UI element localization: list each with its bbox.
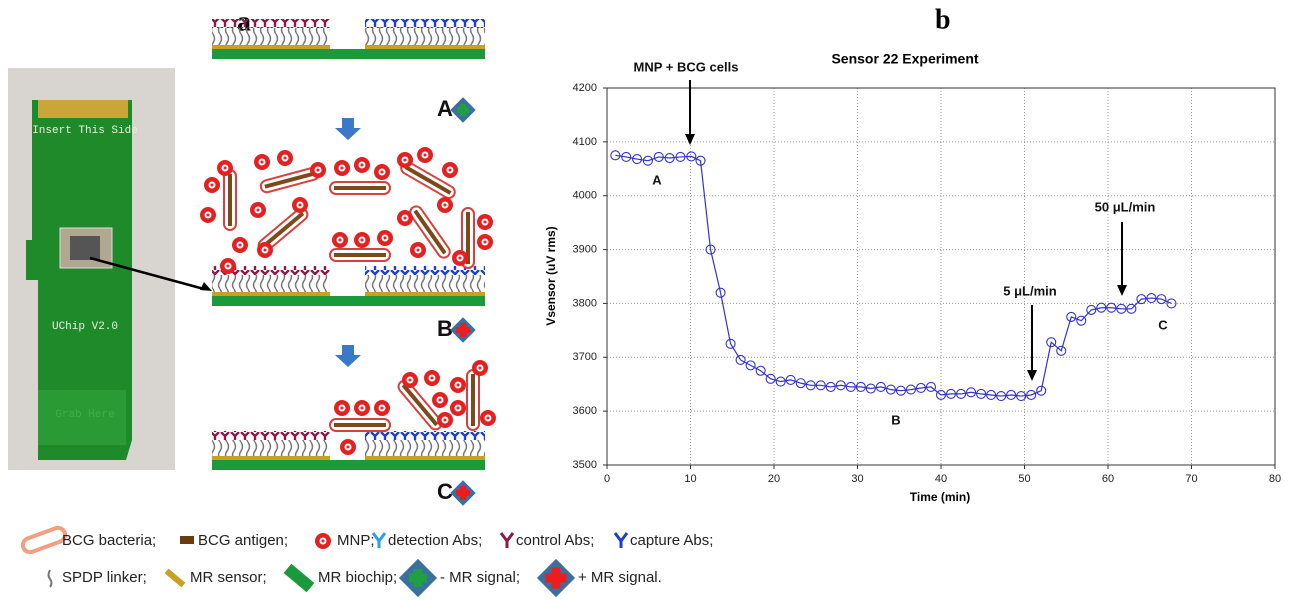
plot-frame	[607, 88, 1275, 465]
x-tick-label: 0	[604, 473, 610, 485]
legend-text: control Abs;	[516, 532, 594, 549]
x-tick-label: 10	[684, 473, 696, 485]
x-tick-label: 70	[1185, 473, 1197, 485]
y-tick-label: 4100	[573, 136, 597, 148]
legend-text: + MR signal.	[578, 569, 662, 586]
photo-text: UChip V2.0	[52, 321, 118, 333]
annotation: 50 μL/min	[1095, 199, 1156, 214]
y-tick-label: 4000	[573, 190, 597, 202]
legend-text: MNP;	[337, 532, 375, 549]
y-tick-label: 3500	[573, 459, 597, 471]
y-tick-label: 3900	[573, 243, 597, 255]
y-tick-label: 3700	[573, 351, 597, 363]
annotation: A	[652, 172, 662, 187]
stage-label: A	[437, 96, 453, 121]
legend-text: BCG bacteria;	[62, 532, 156, 549]
y-tick-label: 4200	[573, 82, 597, 94]
y-tick-label: 3600	[573, 405, 597, 417]
photo-text: Insert This Side	[32, 125, 138, 137]
x-tick-label: 80	[1269, 473, 1281, 485]
stage-label: B	[437, 316, 453, 341]
legend-text: MR biochip;	[318, 569, 397, 586]
annotation: C	[1158, 317, 1168, 332]
legend-text: capture Abs;	[630, 532, 713, 549]
x-tick-label: 20	[768, 473, 780, 485]
annotation: 5 μL/min	[1003, 283, 1057, 298]
panel-label: b	[935, 4, 951, 35]
legend-text: BCG antigen;	[198, 532, 288, 549]
x-tick-label: 60	[1102, 473, 1114, 485]
data-line	[615, 155, 1171, 396]
x-tick-label: 40	[935, 473, 947, 485]
legend-text: - MR signal;	[440, 569, 520, 586]
stage-label: C	[437, 479, 453, 504]
figure: a b Insert This Side UChip V2.0 Grab Her…	[0, 0, 1293, 602]
y-axis-label: Vsensor (uV rms)	[544, 226, 558, 325]
legend: BCG bacteria; BCG antigen; MNP; detectio…	[21, 526, 713, 597]
x-tick-label: 50	[1018, 473, 1030, 485]
annotation: MNP + BCG cells	[634, 59, 739, 74]
annotation-arrowhead	[1027, 370, 1037, 381]
chip-photo: Insert This Side UChip V2.0 Grab Here	[8, 68, 212, 470]
chart-title: Sensor 22 Experiment	[831, 51, 978, 67]
annotation: B	[891, 412, 900, 427]
diagram: A B C	[200, 19, 496, 506]
photo-text: Grab Here	[55, 409, 114, 421]
chart: Sensor 22 Experiment Time (min) Vsensor (u…	[544, 51, 1281, 504]
y-tick-label: 3800	[573, 297, 597, 309]
legend-text: detection Abs;	[388, 532, 482, 549]
annotation-arrowhead	[1117, 285, 1127, 296]
x-tick-label: 30	[851, 473, 863, 485]
annotation-arrowhead	[685, 134, 695, 145]
x-axis-label: Time (min)	[910, 490, 970, 504]
legend-text: SPDP linker;	[62, 569, 147, 586]
legend-text: MR sensor;	[190, 569, 267, 586]
